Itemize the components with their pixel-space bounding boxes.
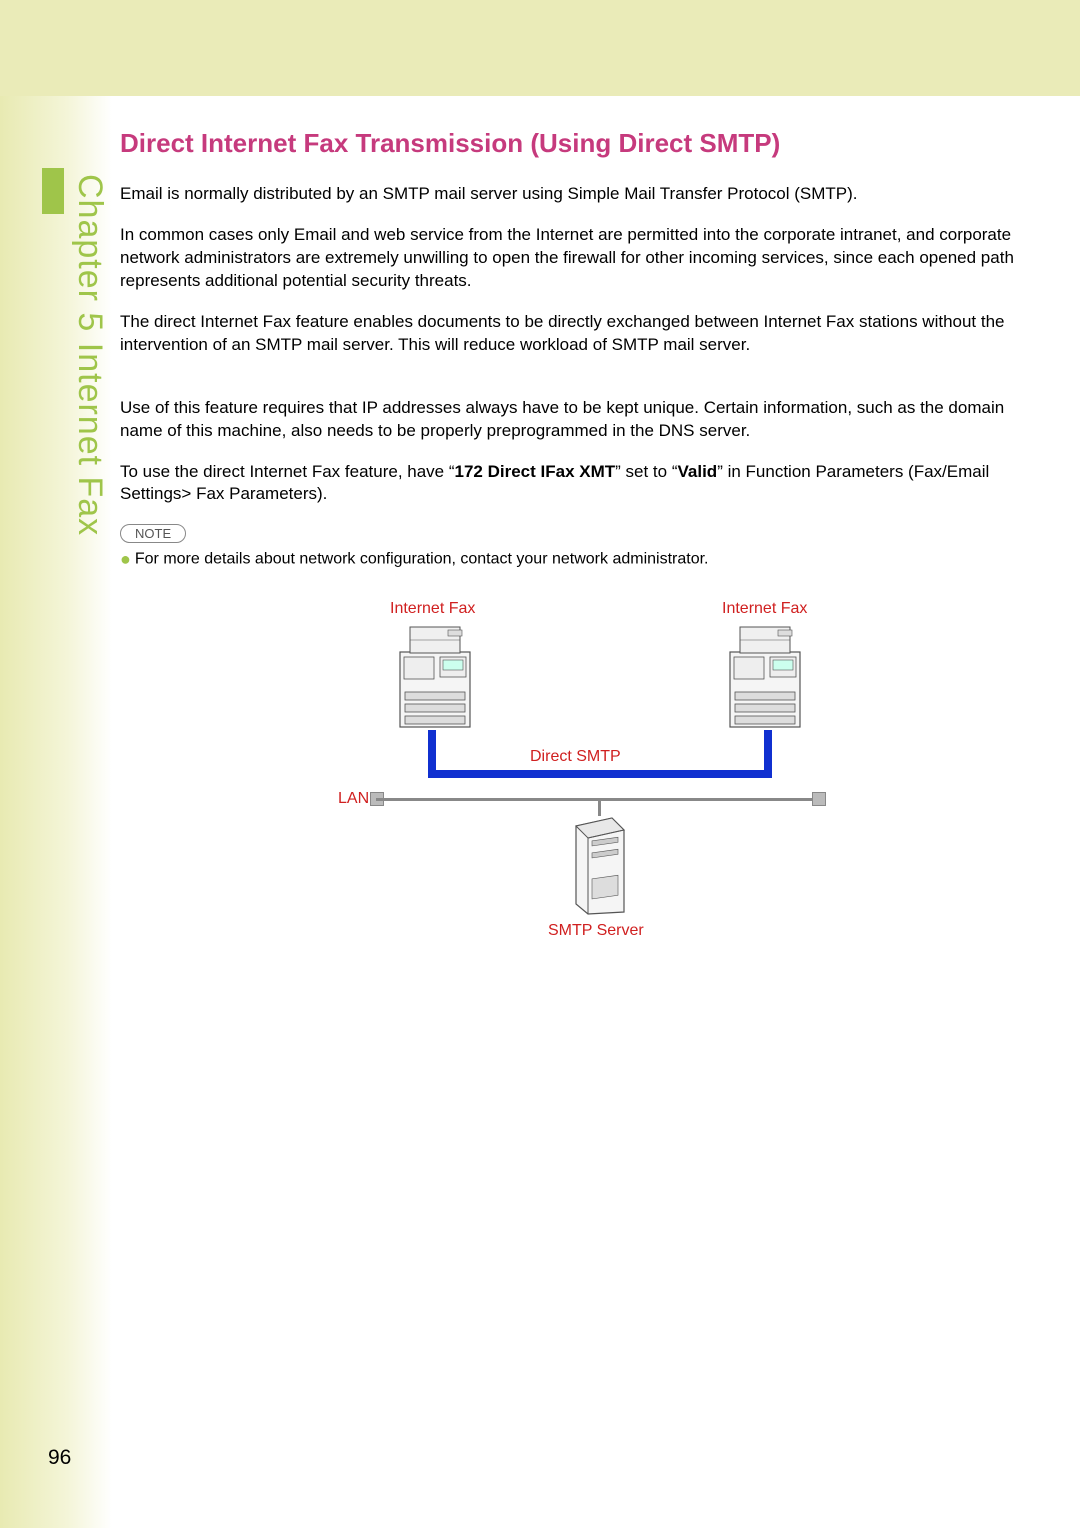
text-bold: Valid [678, 462, 718, 481]
label-direct-smtp: Direct SMTP [530, 748, 621, 766]
bullet-icon: ● [120, 549, 131, 569]
text-run: To use the direct Internet Fax feature, … [120, 462, 455, 481]
text-run: ” set to “ [615, 462, 677, 481]
label-lan: LAN [338, 790, 369, 808]
fax-machine-icon [720, 622, 810, 732]
connector-line [598, 798, 601, 816]
server-icon [570, 816, 630, 916]
fax-machine-icon [390, 622, 480, 732]
label-ifax-left: Internet Fax [390, 600, 475, 618]
note-text: ●For more details about network configur… [120, 549, 1030, 570]
lan-node-icon [812, 792, 826, 806]
lan-line [376, 798, 816, 801]
label-smtp-server: SMTP Server [548, 922, 644, 940]
network-diagram: Internet Fax Internet Fax [250, 600, 850, 980]
label-ifax-right: Internet Fax [722, 600, 807, 618]
note-badge: NOTE [120, 524, 186, 543]
top-band [0, 0, 1080, 96]
chapter-tab [42, 168, 64, 214]
smtp-connector [428, 770, 772, 778]
section-heading: Direct Internet Fax Transmission (Using … [120, 128, 1030, 159]
chapter-side-label: Chapter 5 Internet Fax [70, 174, 109, 536]
paragraph: In common cases only Email and web servi… [120, 224, 1030, 293]
page-number: 96 [48, 1446, 71, 1470]
paragraph: Use of this feature requires that IP add… [120, 397, 1030, 443]
paragraph-rich: To use the direct Internet Fax feature, … [120, 461, 1030, 507]
text-bold: 172 Direct IFax XMT [455, 462, 616, 481]
paragraph: The direct Internet Fax feature enables … [120, 311, 1030, 357]
page-content: Direct Internet Fax Transmission (Using … [120, 128, 1030, 980]
paragraph: Email is normally distributed by an SMTP… [120, 183, 1030, 206]
note-text-content: For more details about network configura… [135, 551, 709, 568]
